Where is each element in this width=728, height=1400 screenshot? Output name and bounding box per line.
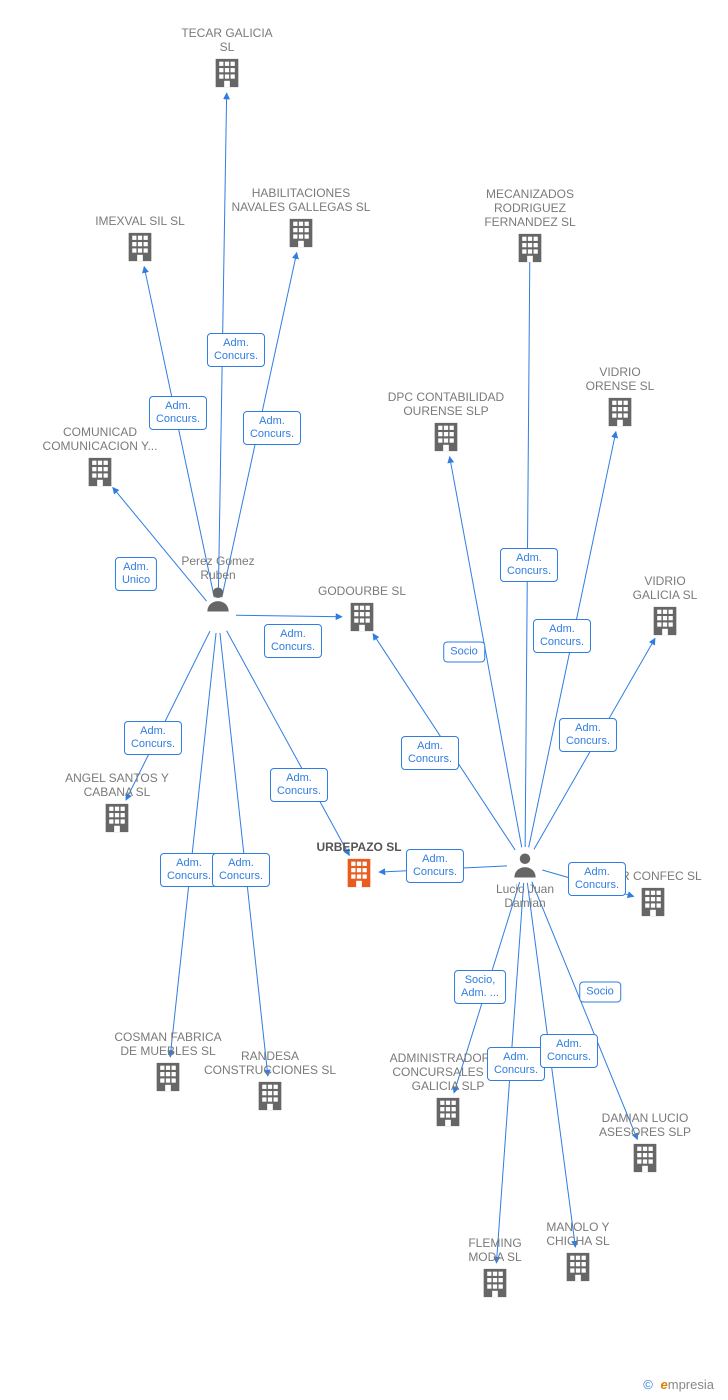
- relationship-edge: [170, 633, 216, 1057]
- company-node[interactable]: MANOLO Y CHICHA SL: [528, 1218, 628, 1284]
- company-node[interactable]: MECANIZADOS RODRIGUEZ FERNANDEZ SL: [465, 185, 595, 265]
- node-label: DPC CONTABILIDAD OURENSE SLP: [386, 390, 506, 418]
- edge-label: Adm.Concurs.: [406, 849, 464, 883]
- node-label: MANOLO Y CHICHA SL: [528, 1220, 628, 1248]
- company-node[interactable]: TECAR GALICIA SL: [177, 24, 277, 90]
- node-label: IMEXVAL SIL SL: [85, 214, 195, 228]
- edge-label: Adm.Concurs.: [487, 1047, 545, 1081]
- edge-label: Adm.Concurs.: [500, 548, 558, 582]
- building-icon: [100, 801, 134, 835]
- edge-label: Adm.Concurs.: [207, 333, 265, 367]
- building-icon: [123, 230, 157, 264]
- building-icon: [628, 1141, 662, 1175]
- company-node[interactable]: VIDRIO GALICIA SL: [620, 572, 710, 638]
- building-icon: [151, 1060, 185, 1094]
- company-node[interactable]: RANDESA CONSTRUCCIONES SL: [190, 1047, 350, 1113]
- building-icon: [561, 1250, 595, 1284]
- building-icon: [636, 885, 670, 919]
- node-label: GODOURBE SL: [312, 584, 412, 598]
- person-icon: [203, 584, 233, 614]
- node-label: Lucio Juan Damian: [480, 882, 570, 910]
- relationship-edge: [532, 882, 638, 1140]
- building-icon: [429, 420, 463, 454]
- edge-label: Adm.Concurs.: [160, 853, 218, 887]
- person-icon: [510, 850, 540, 880]
- building-icon: [83, 455, 117, 489]
- person-node[interactable]: Perez Gomez Ruben: [173, 552, 263, 614]
- brand-rest: mpresia: [668, 1377, 714, 1392]
- building-icon: [342, 856, 376, 890]
- edge-label: Adm.Concurs.: [212, 853, 270, 887]
- company-node[interactable]: DAMIAN LUCIO ASESORES SLP: [590, 1109, 700, 1175]
- edge-label: Adm.Concurs.: [124, 721, 182, 755]
- building-icon: [648, 604, 682, 638]
- company-node[interactable]: DPC CONTABILIDAD OURENSE SLP: [386, 388, 506, 454]
- node-label: RANDESA CONSTRUCCIONES SL: [190, 1049, 350, 1077]
- node-label: VIDRIO GALICIA SL: [620, 574, 710, 602]
- building-icon: [431, 1095, 465, 1129]
- node-label: DAMIAN LUCIO ASESORES SLP: [590, 1111, 700, 1139]
- person-node[interactable]: Lucio Juan Damian: [480, 850, 570, 910]
- building-icon: [478, 1266, 512, 1300]
- edge-label: Adm.Concurs.: [540, 1034, 598, 1068]
- edge-label: Adm.Concurs.: [533, 619, 591, 653]
- building-icon: [345, 600, 379, 634]
- building-icon: [210, 56, 244, 90]
- edge-label: Socio: [443, 642, 485, 663]
- node-label: ANGEL SANTOS Y CABANA SL: [62, 771, 172, 799]
- node-label: FLEMING MODA SL: [450, 1236, 540, 1264]
- node-label: COMUNICAD COMUNICACION Y...: [35, 425, 165, 453]
- node-label: VIDRIO ORENSE SL: [575, 365, 665, 393]
- node-label: TECAR GALICIA SL: [177, 26, 277, 54]
- edge-label: Socio,Adm. ...: [454, 970, 506, 1004]
- node-label: URBEPAZO SL: [304, 840, 414, 854]
- edge-label: Adm.Concurs.: [264, 624, 322, 658]
- relationship-edge: [227, 631, 350, 856]
- building-icon: [513, 231, 547, 265]
- brand-first-letter: e: [661, 1377, 668, 1392]
- company-node[interactable]: ANGEL SANTOS Y CABANA SL: [62, 769, 172, 835]
- company-node[interactable]: VIDRIO ORENSE SL: [575, 363, 665, 429]
- diagram-canvas: TECAR GALICIA SL IMEXVAL SIL SL HABILITA…: [0, 0, 728, 1400]
- footer-attribution: © empresia: [643, 1377, 714, 1392]
- copyright-symbol: ©: [643, 1377, 653, 1392]
- node-label: HABILITACIONES NAVALES GALLEGAS SL: [231, 186, 371, 214]
- company-node[interactable]: IMEXVAL SIL SL: [85, 212, 195, 264]
- company-node[interactable]: URBEPAZO SL: [304, 838, 414, 890]
- edge-label: Adm.Concurs.: [243, 411, 301, 445]
- edge-label: Adm.Concurs.: [401, 736, 459, 770]
- edge-label: Socio: [579, 982, 621, 1003]
- edge-label: Adm.Concurs.: [270, 768, 328, 802]
- edge-label: Adm.Concurs.: [149, 396, 207, 430]
- company-node[interactable]: HABILITACIONES NAVALES GALLEGAS SL: [231, 184, 371, 250]
- edge-label: Adm.Concurs.: [559, 718, 617, 752]
- building-icon: [603, 395, 637, 429]
- edge-label: Adm.Concurs.: [568, 862, 626, 896]
- company-node[interactable]: GODOURBE SL: [312, 582, 412, 634]
- edge-label: Adm.Unico: [115, 557, 157, 591]
- building-icon: [284, 216, 318, 250]
- company-node[interactable]: FLEMING MODA SL: [450, 1234, 540, 1300]
- building-icon: [253, 1079, 287, 1113]
- company-node[interactable]: COMUNICAD COMUNICACION Y...: [35, 423, 165, 489]
- node-label: Perez Gomez Ruben: [173, 554, 263, 582]
- node-label: MECANIZADOS RODRIGUEZ FERNANDEZ SL: [465, 187, 595, 229]
